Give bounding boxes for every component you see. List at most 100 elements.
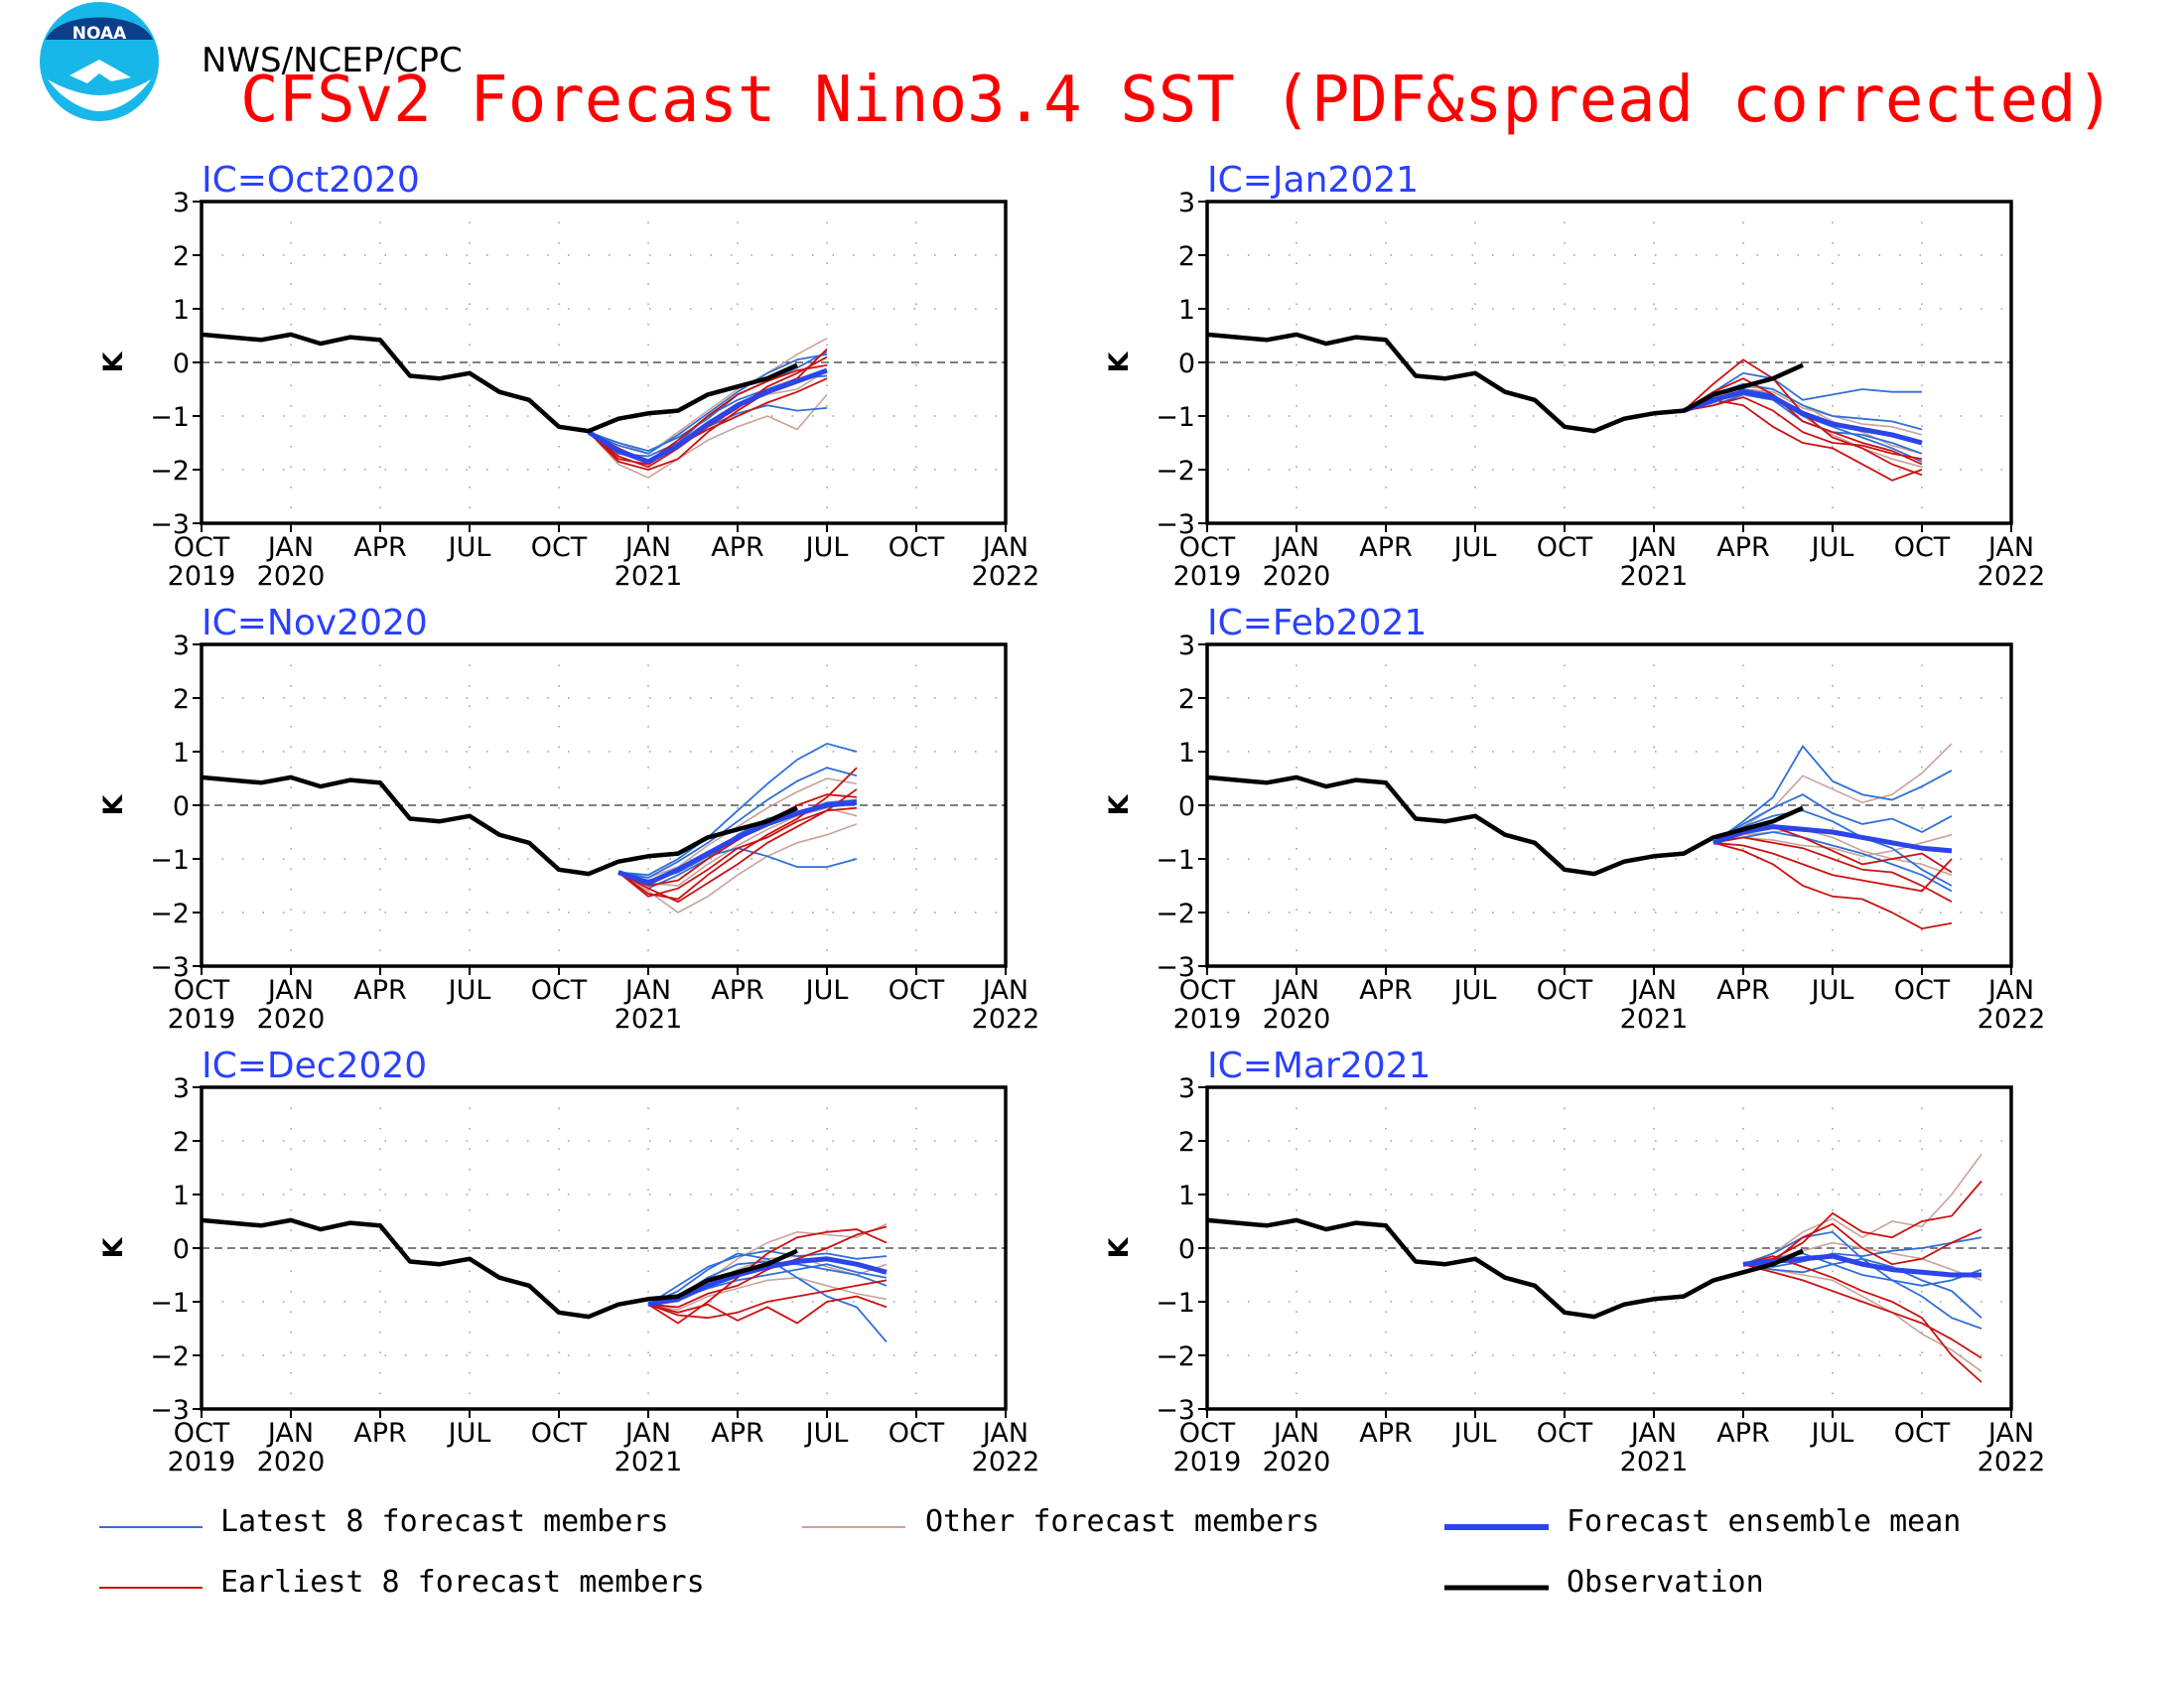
x-tick-label: OCT <box>1179 1418 1236 1449</box>
earliest-member-line <box>647 1225 887 1309</box>
x-tick-label: OCT <box>1894 532 1951 563</box>
legend-label-latest: Latest 8 forecast members <box>220 1504 669 1539</box>
x-tick-label: OCT <box>174 1418 230 1449</box>
x-tick-year-label: 2019 <box>168 1004 236 1035</box>
x-tick-label: JAN <box>1629 1418 1677 1449</box>
x-tick-year-label: 2019 <box>168 561 236 592</box>
ensemble-mean-line <box>1712 824 1953 854</box>
x-tick-label: OCT <box>531 975 588 1006</box>
y-tick-label: 3 <box>173 631 190 661</box>
x-tick-label: JUL <box>804 1418 849 1449</box>
x-tick-label: OCT <box>1894 1418 1951 1449</box>
observation-line <box>1206 332 1804 434</box>
x-tick-label: JAN <box>1986 975 2034 1006</box>
y-tick-label: −2 <box>150 1341 190 1372</box>
x-tick-year-label: 2021 <box>614 561 683 592</box>
latest-member-line <box>647 1249 887 1306</box>
latest-member-line <box>588 353 828 455</box>
y-tick-label: −1 <box>1156 845 1195 876</box>
x-tick-label: JAN <box>266 532 314 563</box>
y-tick-label: −1 <box>1156 402 1195 433</box>
other-member-line <box>588 393 828 480</box>
y-tick-label: 1 <box>1178 738 1195 769</box>
x-tick-year-label: 2019 <box>1173 561 1242 592</box>
x-tick-label: JAN <box>1272 975 1319 1006</box>
x-tick-label: APR <box>1359 975 1413 1006</box>
y-tick-label: 3 <box>1178 1073 1195 1104</box>
other-member-line <box>647 1276 887 1311</box>
y-axis-label: K <box>98 351 129 372</box>
x-tick-label: JUL <box>1810 532 1854 563</box>
x-tick-label: JAN <box>1272 1418 1319 1449</box>
ic-label: IC=Jan2021 <box>1207 160 1419 201</box>
x-tick-label: JUL <box>804 532 849 563</box>
ensemble-mean-line <box>587 367 828 465</box>
x-tick-label: JAN <box>623 532 671 563</box>
x-tick-label: OCT <box>1179 532 1236 563</box>
x-tick-label: OCT <box>1537 975 1593 1006</box>
x-tick-label: JAN <box>623 1418 671 1449</box>
x-tick-label: OCT <box>174 975 230 1006</box>
x-tick-year-label: 2020 <box>257 561 326 592</box>
x-tick-year-label: 2020 <box>1263 1447 1331 1477</box>
earliest-member-line <box>617 806 858 898</box>
y-tick-label: −1 <box>150 402 190 433</box>
x-tick-year-label: 2021 <box>1620 1447 1689 1477</box>
x-tick-year-label: 2020 <box>1263 561 1331 592</box>
latest-member-line <box>1712 793 1953 844</box>
y-tick-label: 3 <box>173 188 190 218</box>
y-tick-label: 2 <box>173 241 190 272</box>
latest-member-line <box>1683 371 1922 412</box>
x-tick-label: APR <box>353 975 407 1006</box>
ic-label: IC=Feb2021 <box>1207 603 1427 643</box>
legend: Latest 8 forecast members Other forecast… <box>99 1504 1961 1600</box>
earliest-member-line <box>1712 841 1953 930</box>
page-title: CFSv2 Forecast Nino3.4 SST (PDF&spread c… <box>240 64 2115 137</box>
latest-member-line <box>1712 745 1953 844</box>
latest-member-line <box>617 767 858 879</box>
observation-line <box>201 1217 798 1320</box>
y-tick-label: −3 <box>150 952 190 983</box>
x-tick-year-label: 2020 <box>1263 1004 1331 1035</box>
x-tick-label: JAN <box>1629 532 1677 563</box>
y-tick-label: −1 <box>1156 1288 1195 1319</box>
x-tick-year-label: 2019 <box>1173 1447 1242 1477</box>
x-tick-label: JAN <box>266 975 314 1006</box>
ic-label: IC=Nov2020 <box>202 603 428 643</box>
x-tick-label: OCT <box>1537 532 1593 563</box>
y-tick-label: 0 <box>173 791 190 822</box>
x-tick-label: APR <box>353 532 407 563</box>
y-tick-label: 2 <box>1178 684 1195 715</box>
x-tick-year-label: 2021 <box>1620 561 1689 592</box>
x-tick-label: JUL <box>447 1418 491 1449</box>
x-tick-year-label: 2022 <box>1978 1004 2046 1035</box>
y-tick-label: 3 <box>1178 631 1195 661</box>
x-tick-label: JAN <box>1986 1418 2034 1449</box>
y-tick-label: 0 <box>173 1234 190 1265</box>
legend-label-earliest: Earliest 8 forecast members <box>220 1565 705 1600</box>
x-tick-year-label: 2022 <box>972 1447 1040 1477</box>
other-member-line <box>1742 1263 1982 1372</box>
x-tick-label: JAN <box>981 1418 1028 1449</box>
earliest-member-line <box>617 767 858 901</box>
y-tick-label: 1 <box>173 295 190 326</box>
latest-member-line <box>1712 831 1953 893</box>
y-tick-label: −3 <box>1156 509 1195 540</box>
legend-label-mean: Forecast ensemble mean <box>1567 1504 1961 1539</box>
y-tick-label: 2 <box>1178 241 1195 272</box>
x-tick-year-label: 2022 <box>1978 561 2046 592</box>
x-tick-year-label: 2020 <box>257 1004 326 1035</box>
x-tick-year-label: 2019 <box>168 1447 236 1477</box>
y-tick-label: −1 <box>150 1288 190 1319</box>
latest-member-line <box>588 351 828 453</box>
y-tick-label: −2 <box>150 899 190 929</box>
x-tick-label: OCT <box>1179 975 1236 1006</box>
latest-member-line <box>1712 809 1953 887</box>
ensemble-mean-line <box>1683 389 1923 446</box>
earliest-member-line <box>1683 396 1923 461</box>
other-member-line <box>617 823 858 914</box>
x-tick-label: JAN <box>1272 532 1319 563</box>
x-tick-label: OCT <box>888 975 945 1006</box>
